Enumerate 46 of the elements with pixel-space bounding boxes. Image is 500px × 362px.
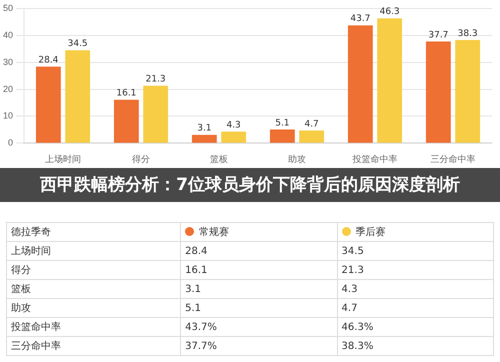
x-tick-label: 投篮命中率 <box>352 154 398 164</box>
data-label: 43.7 <box>350 14 370 24</box>
text: 34.5 <box>337 242 494 260</box>
x-tick-label: 三分命中率 <box>430 154 476 164</box>
x-tick-label: 上场时间 <box>45 154 82 164</box>
x-tick-label: 篮板 <box>210 154 228 164</box>
data-label: 4.3 <box>226 120 241 130</box>
legend-label: 常规赛 <box>180 222 338 242</box>
text: 4.3 <box>337 280 494 298</box>
text: 43.7% <box>180 318 338 336</box>
y-tick-label: 30 <box>2 56 14 67</box>
category-label: 投篮命中率 <box>11 322 61 333</box>
data-label: 37.7 <box>428 30 448 40</box>
text: 28.4 <box>180 242 338 260</box>
text: 16.1 <box>180 260 338 280</box>
text: 46.3% <box>337 318 494 336</box>
data-label: 5.1 <box>275 118 290 128</box>
text: 37.7% <box>180 336 338 356</box>
text: 3.1 <box>180 280 338 298</box>
legend-label: 季后赛 <box>337 222 494 242</box>
y-tick-label: 40 <box>2 30 14 40</box>
y-tick-label: 0 <box>8 138 14 148</box>
text: 西甲跌幅榜分析：7位球员身价下降背后的原因深度剖析 <box>0 168 500 202</box>
x-tick-label: 得分 <box>132 154 150 164</box>
y-tick-label: 20 <box>2 84 14 94</box>
data-label: 34.5 <box>68 39 88 50</box>
text: 21.3 <box>337 260 494 280</box>
data-label: 38.3 <box>458 28 478 39</box>
data-label: 46.3 <box>380 7 400 18</box>
category-label: 上场时间 <box>11 246 51 257</box>
category-label: 三分命中率 <box>11 341 61 352</box>
category-label: 篮板 <box>11 284 31 295</box>
data-label: 21.3 <box>146 74 166 85</box>
data-label: 3.1 <box>197 124 212 134</box>
y-tick-label: 10 <box>2 110 14 121</box>
category-label: 助攻 <box>11 303 31 314</box>
text: 38.3% <box>337 336 494 356</box>
y-tick-label: 50 <box>2 2 14 13</box>
data-label: 4.7 <box>304 119 319 130</box>
legend-title: 德拉季奇 <box>6 222 181 242</box>
text: 4.7 <box>337 298 494 318</box>
x-tick-label: 助攻 <box>288 154 306 164</box>
data-label: 28.4 <box>38 55 59 66</box>
data-label: 16.1 <box>116 88 136 99</box>
text: 5.1 <box>180 298 338 318</box>
category-label: 得分 <box>11 265 31 276</box>
